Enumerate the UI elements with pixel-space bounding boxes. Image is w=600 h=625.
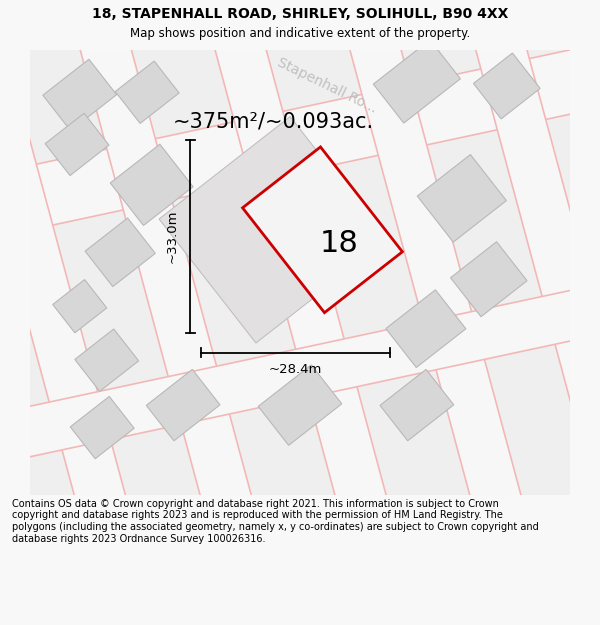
Polygon shape bbox=[110, 144, 193, 226]
Text: Map shows position and indicative extent of the property.: Map shows position and indicative extent… bbox=[130, 28, 470, 41]
Text: Stapenhall Ro...: Stapenhall Ro... bbox=[275, 56, 379, 116]
Text: 18: 18 bbox=[319, 229, 358, 258]
Polygon shape bbox=[70, 396, 134, 459]
Polygon shape bbox=[0, 42, 600, 238]
Text: ~375m²/~0.093ac.: ~375m²/~0.093ac. bbox=[172, 112, 374, 132]
Polygon shape bbox=[45, 113, 109, 176]
Text: ~28.4m: ~28.4m bbox=[269, 362, 322, 376]
Polygon shape bbox=[85, 218, 155, 287]
Polygon shape bbox=[386, 290, 466, 368]
Text: ~33.0m: ~33.0m bbox=[166, 210, 179, 263]
Polygon shape bbox=[474, 30, 600, 511]
Polygon shape bbox=[242, 147, 403, 312]
Polygon shape bbox=[473, 53, 540, 119]
Polygon shape bbox=[75, 329, 139, 391]
Polygon shape bbox=[451, 242, 527, 317]
Polygon shape bbox=[380, 369, 454, 441]
Polygon shape bbox=[0, 282, 600, 465]
Polygon shape bbox=[213, 30, 387, 511]
Text: 18, STAPENHALL ROAD, SHIRLEY, SOLIHULL, B90 4XX: 18, STAPENHALL ROAD, SHIRLEY, SOLIHULL, … bbox=[92, 8, 508, 21]
Polygon shape bbox=[373, 40, 460, 123]
Text: Contains OS data © Crown copyright and database right 2021. This information is : Contains OS data © Crown copyright and d… bbox=[12, 499, 539, 544]
Polygon shape bbox=[79, 30, 252, 511]
Polygon shape bbox=[258, 365, 342, 446]
Polygon shape bbox=[159, 117, 387, 343]
Polygon shape bbox=[0, 30, 126, 511]
Polygon shape bbox=[43, 59, 116, 131]
Polygon shape bbox=[146, 369, 220, 441]
Polygon shape bbox=[417, 154, 506, 242]
Polygon shape bbox=[53, 279, 107, 333]
Polygon shape bbox=[348, 30, 521, 511]
Polygon shape bbox=[115, 61, 179, 123]
